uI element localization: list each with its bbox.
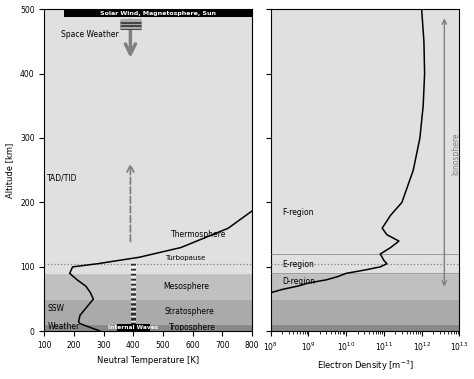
Text: SSW: SSW xyxy=(47,304,64,313)
Bar xyxy=(271,9,459,273)
X-axis label: Neutral Temperature [K]: Neutral Temperature [K] xyxy=(97,356,199,365)
Text: Weather: Weather xyxy=(47,323,80,331)
Y-axis label: Altitude [km]: Altitude [km] xyxy=(6,143,15,198)
X-axis label: Electron Density [m$^{-3}$]: Electron Density [m$^{-3}$] xyxy=(317,359,413,373)
Bar xyxy=(271,324,459,331)
Bar xyxy=(45,324,252,331)
Text: Space Weather: Space Weather xyxy=(61,30,118,39)
Text: Internal Waves: Internal Waves xyxy=(108,325,158,330)
Bar xyxy=(64,9,252,17)
Text: Thermosphere: Thermosphere xyxy=(171,230,226,239)
Text: D-region: D-region xyxy=(282,277,315,286)
Bar xyxy=(271,299,459,324)
Text: F-region: F-region xyxy=(282,208,314,217)
Text: Turbopause: Turbopause xyxy=(165,255,205,261)
Bar xyxy=(45,273,252,299)
Text: Stratosphere: Stratosphere xyxy=(165,307,215,316)
Text: Ionosphere: Ionosphere xyxy=(451,133,460,175)
Text: E-region: E-region xyxy=(282,260,314,269)
Text: TAD/TID: TAD/TID xyxy=(47,174,78,182)
Bar xyxy=(45,9,252,273)
Bar xyxy=(45,299,252,324)
Text: Solar Wind, Magnetosphere, Sun: Solar Wind, Magnetosphere, Sun xyxy=(100,11,216,16)
Bar xyxy=(271,273,459,299)
Text: Mesosphere: Mesosphere xyxy=(164,282,210,291)
Bar xyxy=(117,324,150,331)
Text: Troposphere: Troposphere xyxy=(169,323,216,332)
